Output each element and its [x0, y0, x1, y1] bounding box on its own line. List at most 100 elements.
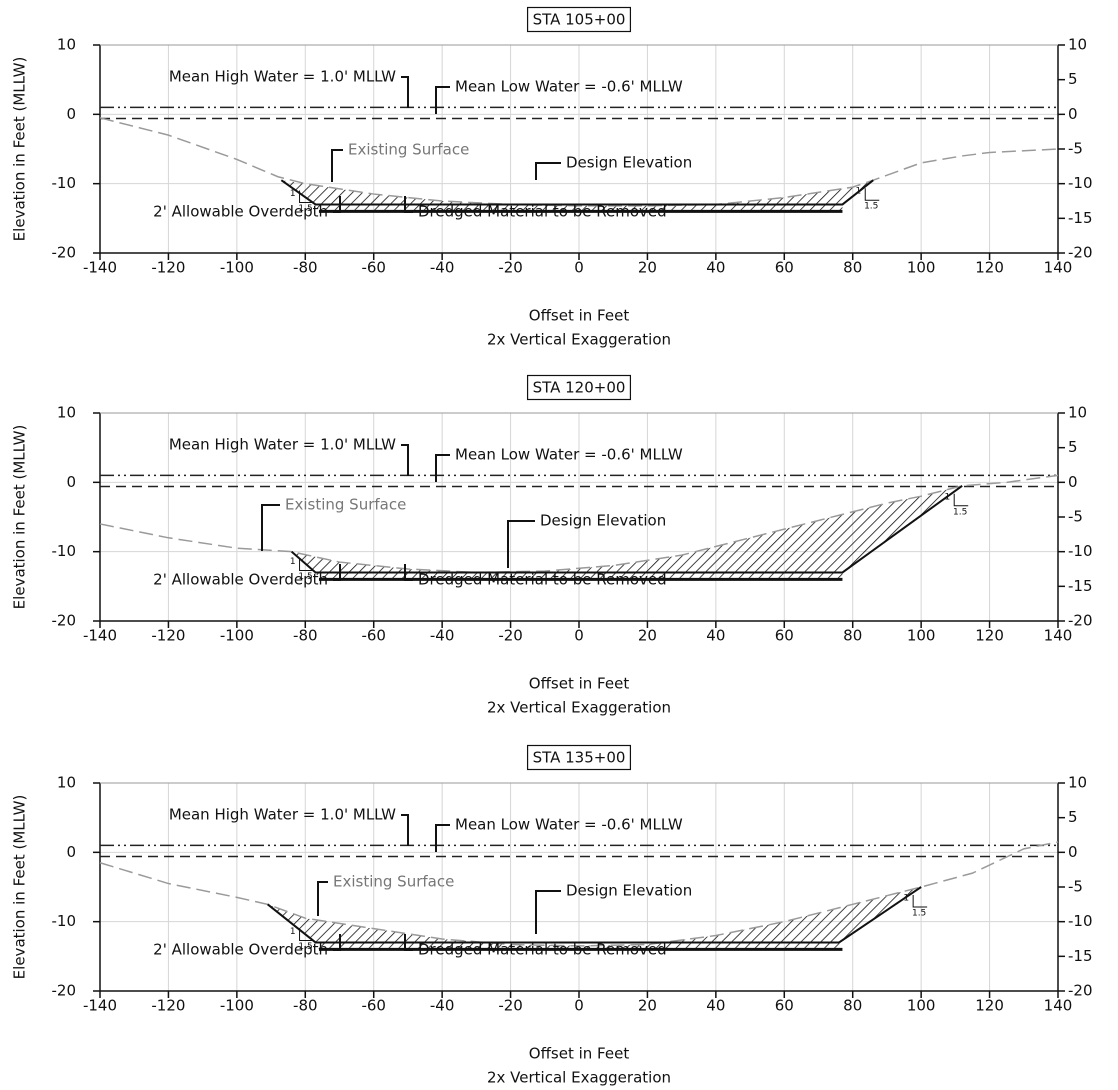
- x-tick-label: 120: [975, 259, 1004, 277]
- leader-line: [333, 934, 341, 951]
- design-label: Design Elevation: [540, 512, 666, 530]
- dredge-area: [267, 887, 922, 950]
- y2-tick-label: -15: [1068, 577, 1093, 595]
- slope-run: 1.5: [298, 204, 312, 214]
- leader-line: [435, 86, 450, 114]
- leader-line: [331, 149, 343, 182]
- y-tick-label: -20: [52, 982, 77, 1000]
- slope-symbol: [299, 558, 314, 571]
- overdepth-label: 2' Allowable Overdepth: [153, 203, 328, 221]
- leader-line: [261, 504, 280, 551]
- x-tick-label: 40: [706, 259, 725, 277]
- y2-tick-label: 10: [1068, 36, 1087, 54]
- slope-rise: 1: [290, 557, 296, 567]
- y2-tick-label: 0: [1068, 843, 1078, 861]
- x-tick-label: 60: [775, 259, 794, 277]
- x-tick-label: 100: [907, 259, 936, 277]
- y2-tick-label: -20: [1068, 244, 1093, 262]
- y-tick-label: 0: [66, 473, 76, 491]
- slope-rise: 1: [290, 189, 296, 199]
- leader-line: [435, 454, 450, 482]
- panel: -140 -120 -100 -80 -60 -40 -20 0 20 40 60 80 100 120 1…: [11, 6, 1093, 349]
- x-tick-label: 100: [907, 627, 936, 645]
- y-tick-label: -20: [52, 244, 77, 262]
- leader-line: [535, 890, 561, 934]
- panel: -140 -120 -100 -80 -60 -40 -20 0 20 40 60 80 100 120 1…: [11, 374, 1093, 717]
- y2-tick-label: -10: [1068, 174, 1093, 192]
- mlw-label: Mean Low Water = -0.6' MLLW: [455, 78, 683, 96]
- slope-rise: 1: [290, 927, 296, 937]
- x-tick-label: 60: [775, 627, 794, 645]
- x-tick-label: 60: [775, 997, 794, 1015]
- y2-tick-label: -20: [1068, 982, 1093, 1000]
- y-tick-label: 0: [66, 843, 76, 861]
- x-tick-label: 20: [638, 259, 657, 277]
- panel: -140 -120 -100 -80 -60 -40 -20 0 20 40 60 80 100 120 1…: [11, 744, 1093, 1087]
- y2-tick-label: -5: [1068, 140, 1083, 158]
- mhw-label: Mean High Water = 1.0' MLLW: [169, 806, 396, 824]
- slope-run: 1.5: [912, 909, 926, 919]
- y-tick-label: 10: [57, 36, 76, 54]
- leader-line: [404, 564, 413, 581]
- y-axis-label: Elevation in Feet (MLLW): [11, 795, 29, 980]
- y-tick-label: -10: [52, 912, 77, 930]
- y-axis-label: Elevation in Feet (MLLW): [11, 425, 29, 610]
- slope-run: 1.5: [953, 507, 967, 517]
- x-tick-label: 120: [975, 997, 1004, 1015]
- x-tick-label: 120: [975, 627, 1004, 645]
- y-axis-label: Elevation in Feet (MLLW): [11, 57, 29, 242]
- y-tick-label: 10: [57, 774, 76, 792]
- dredge-label: Dredged Material to be Removed: [418, 941, 667, 959]
- y2-tick-label: 0: [1068, 473, 1078, 491]
- x-tick-label: -20: [498, 259, 523, 277]
- mhw-label: Mean High Water = 1.0' MLLW: [169, 436, 396, 454]
- series-line: [280, 179, 874, 206]
- existing-label: Existing Surface: [348, 141, 469, 159]
- slope-symbol: [299, 190, 314, 203]
- x-tick-label: -80: [293, 997, 318, 1015]
- slope-run: 1.5: [298, 942, 312, 952]
- x-tick-label: 140: [1044, 627, 1073, 645]
- x-tick-label: 80: [843, 997, 862, 1015]
- x-tick-label: 20: [638, 627, 657, 645]
- x-tick-label: -140: [83, 627, 117, 645]
- y-tick-label: -10: [52, 542, 77, 560]
- x-tick-label: 80: [843, 627, 862, 645]
- leader-line: [401, 76, 409, 108]
- x-tick-label: -60: [361, 259, 386, 277]
- chart-title: STA 120+00: [533, 379, 626, 397]
- y2-tick-label: -10: [1068, 912, 1093, 930]
- leader-line: [535, 162, 561, 180]
- leader-line: [404, 196, 413, 213]
- title-box: [526, 744, 632, 771]
- dredge-area: [291, 485, 963, 580]
- series-line: [99, 841, 1059, 947]
- x-tick-label: -100: [220, 259, 254, 277]
- x-tick-label: -80: [293, 627, 318, 645]
- x-tick-label: -40: [430, 259, 455, 277]
- y2-tick-label: -15: [1068, 209, 1093, 227]
- x-axis-sublabel: 2x Vertical Exaggeration: [487, 331, 671, 349]
- slope-rise: 1: [856, 187, 862, 197]
- y2-tick-label: 5: [1068, 438, 1078, 456]
- x-tick-label: -60: [361, 997, 386, 1015]
- x-axis-label: Offset in Feet: [529, 1045, 630, 1063]
- chart-title: STA 105+00: [533, 11, 626, 29]
- y-tick-label: 10: [57, 404, 76, 422]
- leader-line: [333, 564, 341, 581]
- x-axis-label: Offset in Feet: [529, 675, 630, 693]
- y2-tick-label: -15: [1068, 947, 1093, 965]
- x-tick-label: -100: [220, 997, 254, 1015]
- series-line: [267, 886, 922, 944]
- design-label: Design Elevation: [566, 882, 692, 900]
- x-tick-label: -140: [83, 259, 117, 277]
- x-tick-label: -20: [498, 627, 523, 645]
- y2-tick-label: 10: [1068, 774, 1087, 792]
- x-tick-label: -120: [151, 259, 185, 277]
- leader-line: [435, 824, 450, 852]
- y2-tick-label: -10: [1068, 542, 1093, 560]
- leader-line: [401, 814, 409, 846]
- slope-run: 1.5: [864, 202, 878, 212]
- x-tick-label: 0: [574, 997, 584, 1015]
